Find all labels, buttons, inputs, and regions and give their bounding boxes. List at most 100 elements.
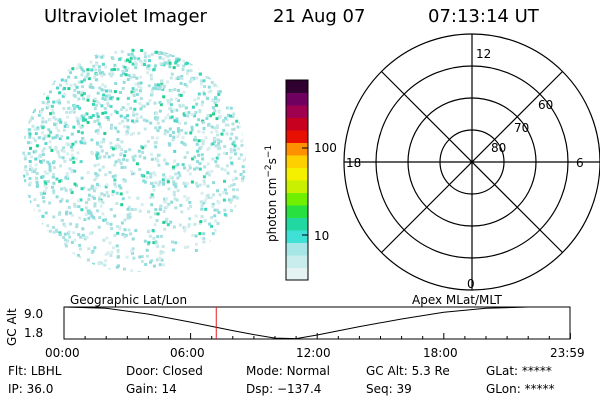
image-pixel bbox=[234, 136, 238, 140]
image-pixel bbox=[240, 119, 244, 123]
image-pixel bbox=[28, 132, 32, 136]
image-pixel bbox=[201, 130, 205, 134]
image-pixel bbox=[113, 90, 117, 94]
image-pixel bbox=[114, 126, 118, 130]
image-pixel bbox=[58, 179, 62, 183]
image-pixel bbox=[30, 81, 34, 85]
image-pixel bbox=[89, 211, 93, 215]
image-pixel bbox=[33, 62, 37, 66]
image-pixel bbox=[104, 185, 108, 189]
image-pixel bbox=[126, 125, 130, 129]
image-pixel bbox=[177, 132, 181, 136]
image-pixel bbox=[100, 104, 104, 108]
image-pixel bbox=[57, 249, 60, 253]
image-pixel bbox=[164, 220, 168, 224]
image-pixel bbox=[77, 205, 81, 209]
image-pixel bbox=[217, 153, 221, 157]
image-pixel bbox=[165, 217, 169, 221]
image-pixel bbox=[151, 136, 155, 140]
image-pixel bbox=[35, 257, 39, 261]
image-pixel bbox=[69, 222, 73, 226]
image-pixel bbox=[41, 120, 45, 124]
image-pixel bbox=[199, 54, 203, 58]
image-pixel bbox=[232, 140, 236, 144]
image-pixel bbox=[232, 79, 235, 83]
image-pixel bbox=[143, 180, 147, 184]
image-pixel bbox=[106, 97, 110, 101]
image-pixel bbox=[62, 236, 66, 239]
image-pixel bbox=[107, 103, 110, 107]
image-pixel bbox=[68, 48, 72, 52]
image-pixel bbox=[54, 146, 58, 149]
image-pixel bbox=[45, 232, 49, 236]
image-pixel bbox=[159, 252, 163, 256]
image-pixel bbox=[224, 116, 228, 120]
image-pixel bbox=[234, 62, 238, 66]
image-pixel bbox=[186, 245, 190, 249]
image-pixel bbox=[143, 156, 147, 160]
image-pixel bbox=[46, 58, 50, 62]
image-pixel bbox=[162, 209, 166, 213]
image-pixel bbox=[179, 49, 183, 53]
colorbar-segment bbox=[286, 92, 308, 106]
image-pixel bbox=[113, 178, 117, 182]
image-pixel bbox=[184, 131, 188, 135]
image-pixel bbox=[102, 93, 106, 97]
image-pixel bbox=[215, 156, 219, 160]
image-pixel bbox=[54, 147, 58, 151]
image-pixel bbox=[147, 229, 151, 233]
image-pixel bbox=[30, 222, 34, 226]
image-pixel bbox=[197, 118, 201, 122]
image-pixel bbox=[161, 245, 165, 248]
image-pixel bbox=[213, 60, 217, 63]
image-pixel bbox=[113, 214, 117, 218]
image-pixel bbox=[195, 166, 199, 170]
image-pixel bbox=[119, 91, 122, 94]
image-pixel bbox=[183, 83, 187, 86]
image-pixel bbox=[135, 116, 139, 120]
time-label: 07:13:14 UT bbox=[428, 6, 539, 27]
image-pixel bbox=[212, 73, 216, 77]
image-pixel bbox=[193, 167, 197, 171]
image-pixel bbox=[99, 145, 103, 149]
image-pixel bbox=[49, 130, 53, 134]
image-pixel bbox=[60, 55, 64, 59]
image-pixel bbox=[90, 49, 94, 53]
image-pixel bbox=[39, 159, 42, 163]
image-pixel bbox=[232, 183, 236, 186]
image-pixel bbox=[90, 214, 94, 218]
image-pixel bbox=[42, 259, 46, 263]
image-pixel bbox=[178, 104, 182, 107]
image-pixel bbox=[232, 221, 236, 225]
image-pixel bbox=[69, 71, 73, 75]
image-pixel bbox=[190, 180, 194, 184]
image-pixel bbox=[227, 87, 231, 91]
image-pixel bbox=[228, 97, 232, 101]
image-pixel bbox=[242, 82, 246, 86]
image-pixel bbox=[235, 102, 239, 105]
image-pixel bbox=[178, 121, 182, 125]
image-pixel bbox=[95, 112, 99, 116]
image-pixel bbox=[62, 150, 66, 153]
image-pixel bbox=[33, 198, 37, 202]
image-pixel bbox=[71, 213, 74, 217]
image-pixel bbox=[160, 79, 164, 83]
image-pixel bbox=[236, 80, 240, 84]
image-pixel bbox=[79, 235, 82, 239]
image-pixel bbox=[155, 158, 159, 162]
image-pixel bbox=[200, 153, 204, 157]
image-pixel bbox=[201, 121, 205, 125]
mlt-label-6: 6 bbox=[576, 156, 584, 170]
polar-diagonal-2 bbox=[381, 71, 563, 253]
colorbar-unit-label: photon cm−2s−1 bbox=[264, 145, 279, 242]
image-pixel bbox=[29, 85, 33, 89]
image-pixel bbox=[106, 194, 110, 198]
unit-exp2: −1 bbox=[264, 145, 274, 158]
image-pixel bbox=[143, 239, 147, 243]
image-pixel bbox=[121, 70, 125, 74]
image-pixel bbox=[245, 63, 246, 67]
image-pixel bbox=[182, 59, 186, 62]
image-pixel bbox=[140, 173, 144, 177]
image-pixel bbox=[96, 173, 100, 177]
image-pixel bbox=[35, 240, 38, 244]
